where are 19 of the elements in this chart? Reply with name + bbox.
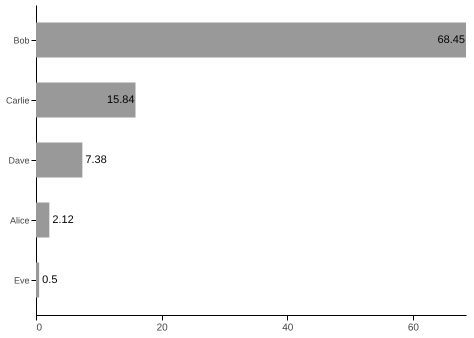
bar	[36, 142, 82, 178]
bar	[36, 202, 50, 238]
y-tick-label: Bob	[13, 36, 30, 46]
y-tick-label: Alice	[10, 216, 30, 226]
y-tick-label: Carlie	[6, 96, 30, 106]
data-label: 68.45	[437, 34, 465, 46]
data-label: 7.38	[85, 154, 107, 166]
x-tick-label: 20	[156, 322, 168, 334]
x-tick-label: 60	[408, 322, 420, 334]
data-label: 2.12	[52, 214, 74, 226]
x-tick-label: 40	[282, 322, 294, 334]
bar	[36, 22, 466, 58]
data-label: 0.5	[42, 274, 58, 286]
bar	[36, 262, 40, 298]
data-label: 15.84	[106, 94, 135, 106]
x-tick-label: 0	[36, 322, 42, 334]
y-tick-label: Eve	[14, 276, 30, 286]
bar	[36, 82, 136, 118]
y-tick-label: Dave	[8, 156, 30, 166]
